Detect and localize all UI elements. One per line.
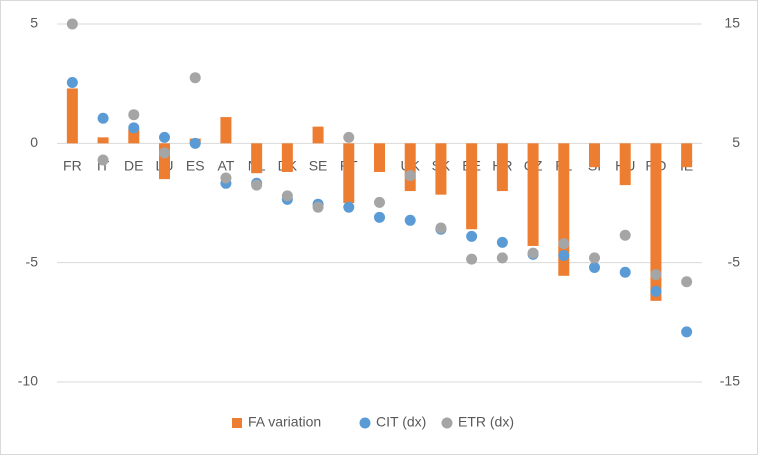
bar bbox=[527, 143, 539, 246]
point bbox=[128, 109, 140, 121]
point bbox=[374, 211, 385, 223]
legend-swatch bbox=[232, 418, 242, 428]
legend-swatch bbox=[359, 417, 371, 429]
y2-tick-label: 5 bbox=[732, 134, 740, 150]
point bbox=[343, 201, 355, 213]
point bbox=[619, 266, 631, 278]
legend-label: ETR (dx) bbox=[458, 414, 514, 430]
point bbox=[343, 131, 355, 143]
legend-label: FA variation bbox=[248, 414, 321, 430]
point bbox=[66, 76, 78, 88]
point bbox=[220, 172, 232, 184]
y-tick-label: 5 bbox=[30, 15, 38, 31]
bar bbox=[312, 126, 324, 144]
point bbox=[681, 276, 693, 288]
point bbox=[466, 230, 478, 242]
bar bbox=[159, 143, 170, 180]
bar bbox=[220, 117, 232, 144]
x-tick-label: DE bbox=[124, 158, 143, 174]
point bbox=[496, 236, 508, 248]
y2-tick-label: -15 bbox=[720, 373, 740, 389]
y2-tick-label: 15 bbox=[724, 15, 740, 31]
bar bbox=[66, 88, 78, 144]
point bbox=[589, 261, 600, 273]
bar bbox=[343, 143, 355, 203]
bar bbox=[466, 143, 478, 230]
point bbox=[128, 122, 140, 134]
y2-tick-label: -5 bbox=[728, 253, 741, 269]
point bbox=[619, 229, 631, 241]
point bbox=[404, 214, 416, 226]
point bbox=[466, 253, 478, 265]
x-tick-label: ES bbox=[186, 158, 205, 174]
point bbox=[527, 247, 539, 259]
point bbox=[681, 326, 693, 338]
bar bbox=[589, 143, 600, 168]
y-tick-label: -5 bbox=[26, 253, 39, 269]
bar bbox=[650, 143, 662, 301]
legend-label: CIT (dx) bbox=[376, 414, 426, 430]
bar bbox=[619, 143, 631, 186]
x-tick-label: FR bbox=[63, 158, 82, 174]
point bbox=[159, 147, 170, 159]
point bbox=[374, 196, 385, 208]
bar bbox=[681, 143, 693, 168]
point bbox=[97, 154, 109, 166]
bar bbox=[435, 143, 447, 195]
point bbox=[650, 269, 662, 281]
point bbox=[312, 201, 324, 213]
point bbox=[558, 238, 570, 250]
bar bbox=[496, 143, 508, 192]
point bbox=[66, 18, 78, 30]
point bbox=[589, 252, 600, 264]
point bbox=[189, 137, 201, 149]
point bbox=[496, 252, 508, 264]
point bbox=[159, 131, 170, 143]
y-tick-label: -10 bbox=[18, 373, 38, 389]
point bbox=[404, 170, 416, 182]
point bbox=[189, 72, 201, 84]
bar bbox=[404, 143, 416, 192]
x-tick-label: AT bbox=[217, 158, 234, 174]
legend-swatch bbox=[441, 417, 453, 429]
point bbox=[650, 285, 662, 297]
y-tick-label: 0 bbox=[30, 134, 38, 150]
bar bbox=[251, 143, 263, 174]
x-tick-label: SE bbox=[309, 158, 328, 174]
bar bbox=[558, 143, 570, 276]
point bbox=[251, 179, 263, 191]
bar bbox=[97, 137, 109, 144]
point bbox=[281, 190, 293, 202]
point bbox=[435, 222, 447, 234]
bar bbox=[374, 143, 385, 172]
bar bbox=[128, 129, 140, 144]
point bbox=[97, 112, 109, 124]
bar bbox=[281, 143, 293, 172]
point bbox=[558, 250, 570, 262]
